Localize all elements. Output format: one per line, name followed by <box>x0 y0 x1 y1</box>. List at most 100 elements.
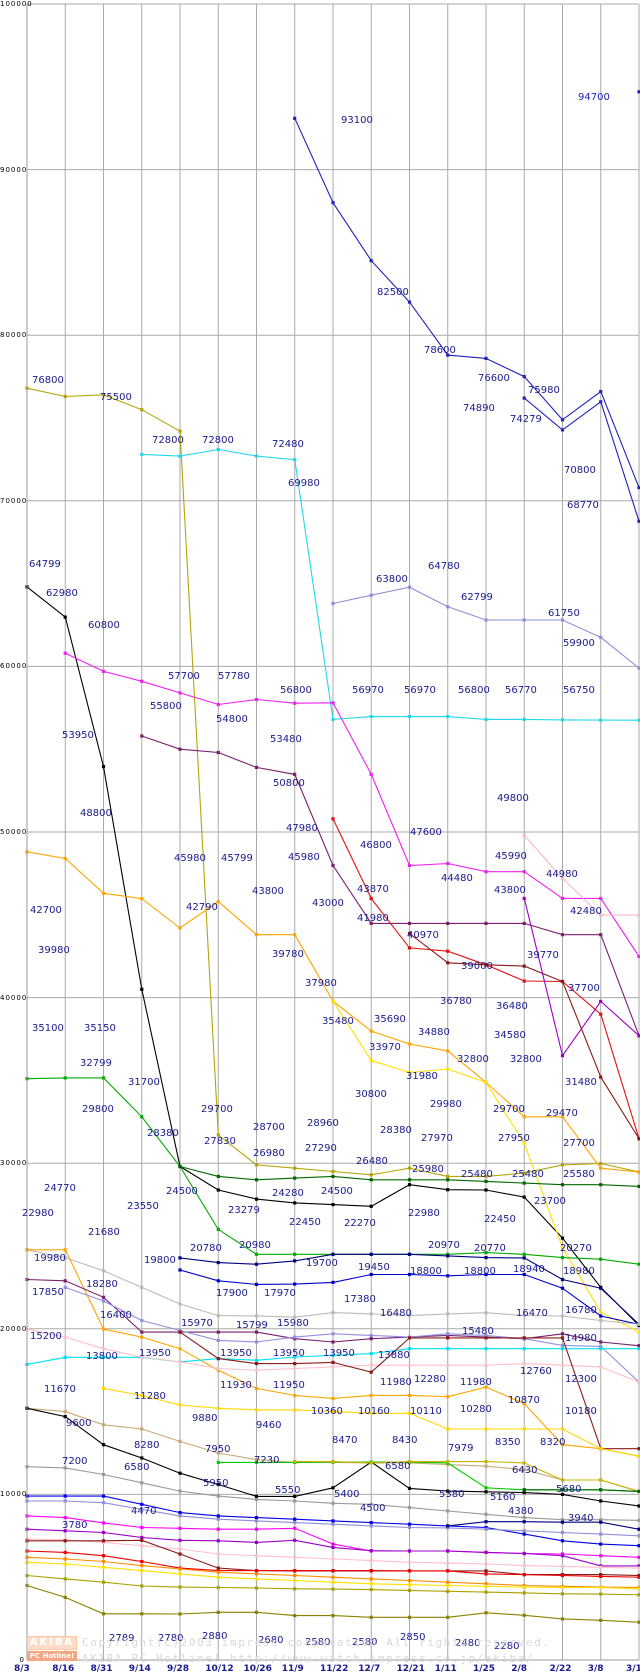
data-label-62980-22: 62980 <box>46 588 78 599</box>
data-label-27970-89: 27970 <box>421 1133 453 1144</box>
data-label-2480-194: 2480 <box>455 1638 481 1649</box>
data-label-45799-43: 45799 <box>221 853 253 864</box>
data-label-2880-189: 2880 <box>202 1631 228 1642</box>
series-s-darkred-43870 <box>407 931 640 1141</box>
data-label-16400-130: 16400 <box>100 1310 132 1321</box>
series-s-magenta-60800 <box>63 651 640 959</box>
data-label-37980-61: 37980 <box>305 978 337 989</box>
data-label-2680-190: 2680 <box>258 1635 284 1646</box>
data-label-31980-76: 31980 <box>406 1071 438 1082</box>
data-label-45980-44: 45980 <box>288 852 320 863</box>
data-label-5380-179: 5380 <box>439 1489 465 1500</box>
data-label-18940-123: 18940 <box>513 1264 545 1275</box>
series-s-darkgreen2-10280 <box>522 1488 640 1493</box>
x-tick-1-11: 1/11 <box>434 1664 457 1674</box>
data-label-45980-42: 45980 <box>174 853 206 864</box>
data-label-13950-142: 13950 <box>220 1348 252 1359</box>
data-label-20980-113: 20980 <box>239 1240 271 1251</box>
data-label-20270-116: 20270 <box>560 1243 592 1254</box>
data-label-56970-29: 56970 <box>404 685 436 696</box>
data-label-56800-27: 56800 <box>280 685 312 696</box>
data-label-11980-154: 11980 <box>460 1377 492 1388</box>
data-label-6580-174: 6580 <box>385 1461 411 1472</box>
data-label-10360-156: 10360 <box>311 1406 343 1417</box>
data-label-29800-79: 29800 <box>82 1104 114 1115</box>
x-tick-8-16: 8/16 <box>52 1664 75 1674</box>
data-label-8430-167: 8430 <box>392 1435 418 1446</box>
data-label-57700-25: 57700 <box>168 671 200 682</box>
data-label-75500-11: 75500 <box>100 392 132 403</box>
data-label-62799-18: 62799 <box>461 592 493 603</box>
data-label-43870-49: 43870 <box>357 884 389 895</box>
data-label-22980-105: 22980 <box>22 1208 54 1219</box>
data-label-36780-63: 36780 <box>440 996 472 1007</box>
data-label-24770-99: 24770 <box>44 1183 76 1194</box>
data-label-24500-102: 24500 <box>321 1186 353 1197</box>
y-tick-0: 0 <box>19 1656 25 1664</box>
data-label-9460-162: 9460 <box>256 1420 282 1431</box>
data-label-42790-51: 42790 <box>186 902 218 913</box>
x-tick-11-22: 11/22 <box>320 1664 349 1674</box>
series-s-pink-49800 <box>522 833 640 917</box>
data-label-10180-160: 10180 <box>565 1406 597 1417</box>
y-tick-30000: 30000 <box>0 1159 28 1168</box>
y-tick-10000: 10000 <box>0 1490 28 1499</box>
y-tick-20000: 20000 <box>0 1324 28 1333</box>
data-label-9880-161: 9880 <box>192 1413 218 1424</box>
data-label-35690-66: 35690 <box>374 1014 406 1025</box>
x-tick-2-22: 2/22 <box>549 1664 572 1674</box>
data-label-20770-115: 20770 <box>474 1243 506 1254</box>
series-s-blue-93100b <box>522 396 640 523</box>
series-s-blue-24500 <box>178 1268 640 1326</box>
data-label-23550-103: 23550 <box>127 1201 159 1212</box>
data-label-2280-195: 2280 <box>494 1641 520 1652</box>
x-tick-12-21: 12/21 <box>396 1664 425 1674</box>
data-label-40970-56: 40970 <box>407 930 439 941</box>
data-label-64799-21: 64799 <box>29 559 61 570</box>
data-label-26980-93: 26980 <box>253 1148 285 1159</box>
series-s-blue-93100 <box>293 116 640 490</box>
data-label-11950-152: 11950 <box>273 1380 305 1391</box>
data-label-44480-47: 44480 <box>441 873 473 884</box>
data-label-69980-15: 69980 <box>288 478 320 489</box>
x-tick-3-8: 3/8 <box>587 1664 604 1674</box>
data-label-56750-32: 56750 <box>563 685 595 696</box>
data-label-32799-72: 32799 <box>80 1058 112 1069</box>
data-label-75980-5: 75980 <box>528 385 560 396</box>
series-s-gray-24770 <box>25 1248 640 1326</box>
data-label-36480-64: 36480 <box>496 1001 528 1012</box>
data-label-57780-26: 57780 <box>218 671 250 682</box>
data-label-13950-144: 13950 <box>323 1348 355 1359</box>
y-tick-60000: 60000 <box>0 662 28 671</box>
y-tick-100000: 100000 <box>0 0 33 8</box>
data-label-31480-77: 31480 <box>565 1077 597 1088</box>
data-label-8320-170: 8320 <box>540 1437 566 1448</box>
data-label-5550-177: 5550 <box>275 1485 301 1496</box>
data-label-18800-122: 18800 <box>464 1266 496 1277</box>
data-label-41980-55: 41980 <box>357 913 389 924</box>
data-label-18280-126: 18280 <box>86 1279 118 1290</box>
data-label-13800-140: 13800 <box>86 1351 118 1362</box>
data-label-8350-169: 8350 <box>495 1437 521 1448</box>
data-label-10280-159: 10280 <box>460 1404 492 1415</box>
data-label-93100-1: 93100 <box>341 115 373 126</box>
y-tick-80000: 80000 <box>0 331 28 340</box>
data-label-74890-6: 74890 <box>463 403 495 414</box>
data-label-43800-48: 43800 <box>252 886 284 897</box>
data-label-76600-4: 76600 <box>478 373 510 384</box>
data-label-12300-148: 12300 <box>565 1374 597 1385</box>
data-label-26480-94: 26480 <box>356 1156 388 1167</box>
data-label-33970-71: 33970 <box>369 1042 401 1053</box>
data-label-3940-185: 3940 <box>568 1513 594 1524</box>
data-label-49800-38: 49800 <box>497 793 529 804</box>
data-label-24500-100: 24500 <box>166 1186 198 1197</box>
data-label-34880-67: 34880 <box>418 1027 450 1038</box>
data-label-29700-82: 29700 <box>493 1104 525 1115</box>
data-label-44980-46: 44980 <box>546 869 578 880</box>
data-label-17850-125: 17850 <box>32 1287 64 1298</box>
data-label-23279-104: 23279 <box>228 1205 260 1216</box>
data-label-17970-128: 17970 <box>264 1288 296 1299</box>
data-label-48800-37: 48800 <box>80 808 112 819</box>
data-label-29700-80: 29700 <box>201 1104 233 1115</box>
data-label-32800-73: 32800 <box>457 1054 489 1065</box>
